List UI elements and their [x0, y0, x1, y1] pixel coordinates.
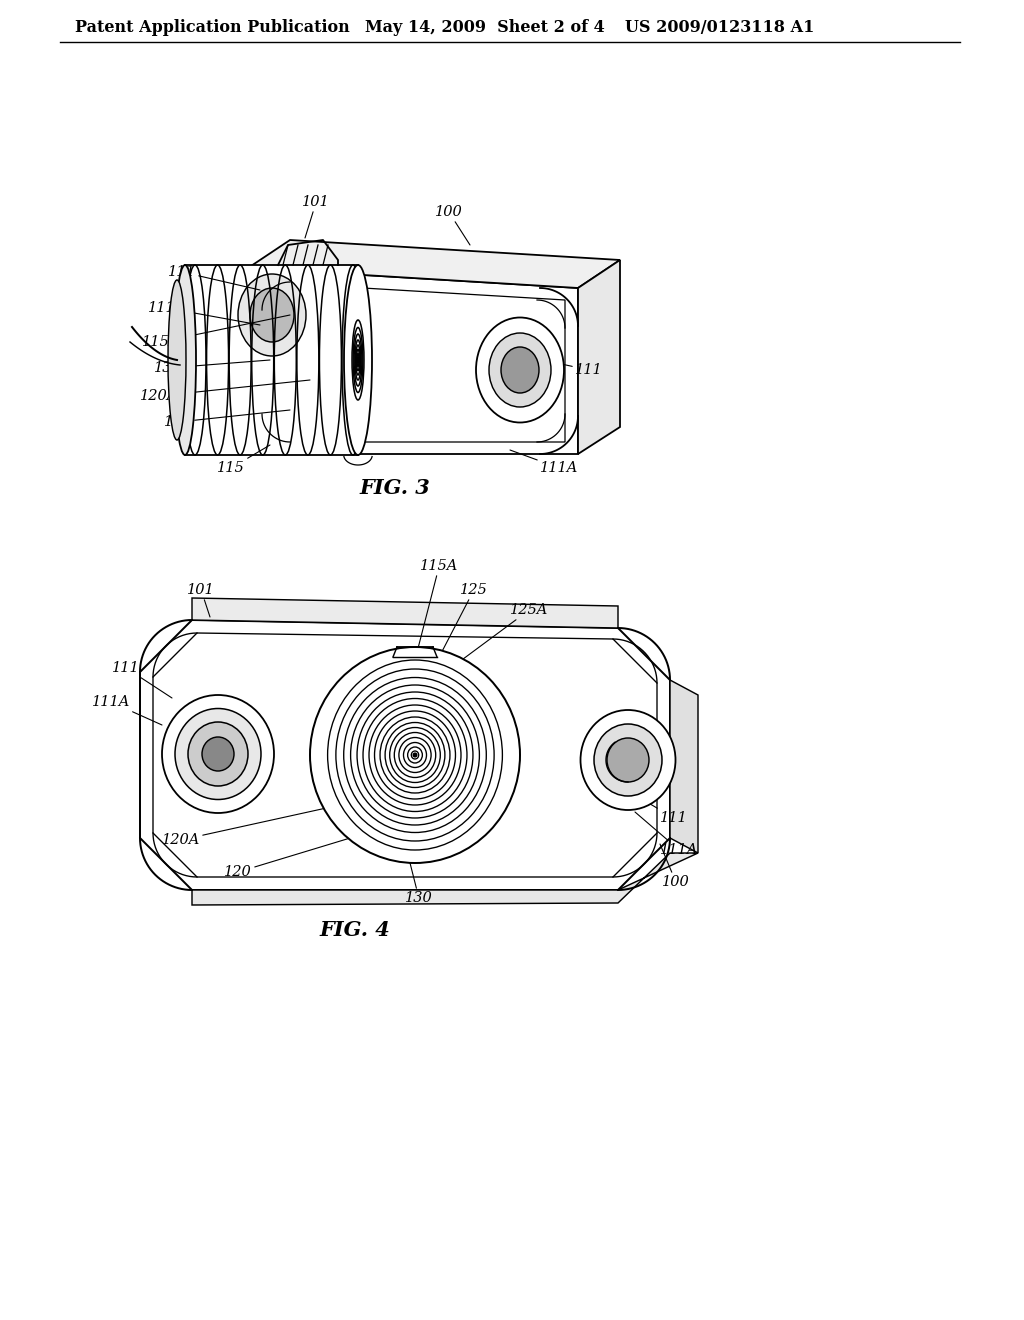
- Text: 130: 130: [155, 360, 270, 375]
- Ellipse shape: [501, 347, 539, 393]
- Text: 111A: 111A: [91, 696, 162, 725]
- Ellipse shape: [607, 738, 649, 781]
- Ellipse shape: [594, 723, 662, 796]
- Text: 111A: 111A: [510, 450, 579, 475]
- Text: 120A: 120A: [139, 380, 310, 403]
- Polygon shape: [140, 620, 670, 890]
- Text: US 2009/0123118 A1: US 2009/0123118 A1: [625, 18, 814, 36]
- Text: 115A: 115A: [415, 558, 459, 660]
- Text: 100: 100: [435, 205, 470, 246]
- Ellipse shape: [476, 318, 564, 422]
- Text: 101: 101: [302, 195, 330, 238]
- Text: 120: 120: [224, 832, 370, 879]
- Ellipse shape: [188, 722, 248, 785]
- Ellipse shape: [413, 752, 418, 758]
- Polygon shape: [248, 268, 578, 454]
- Text: FIG. 3: FIG. 3: [359, 478, 430, 498]
- Text: 125A: 125A: [455, 603, 549, 665]
- Polygon shape: [670, 680, 698, 853]
- Text: 115: 115: [217, 445, 270, 475]
- Ellipse shape: [310, 647, 520, 863]
- Text: 125: 125: [435, 583, 487, 665]
- Text: 115A: 115A: [141, 315, 290, 348]
- Text: 111: 111: [543, 360, 603, 378]
- Text: May 14, 2009  Sheet 2 of 4: May 14, 2009 Sheet 2 of 4: [365, 18, 605, 36]
- Ellipse shape: [162, 696, 274, 813]
- Ellipse shape: [202, 737, 234, 771]
- Ellipse shape: [489, 333, 551, 407]
- Ellipse shape: [581, 710, 676, 810]
- Ellipse shape: [238, 275, 306, 356]
- Text: 111: 111: [168, 265, 260, 290]
- Text: 100: 100: [660, 843, 690, 888]
- Ellipse shape: [168, 280, 186, 440]
- Text: 111: 111: [113, 661, 172, 698]
- Text: FIG. 4: FIG. 4: [319, 920, 390, 940]
- Text: 101: 101: [187, 583, 215, 616]
- Polygon shape: [193, 598, 618, 628]
- Text: 111A: 111A: [147, 301, 260, 325]
- Ellipse shape: [175, 709, 261, 800]
- Text: Patent Application Publication: Patent Application Publication: [75, 18, 350, 36]
- Ellipse shape: [250, 288, 294, 342]
- Polygon shape: [578, 260, 620, 454]
- Polygon shape: [248, 240, 620, 288]
- Polygon shape: [185, 265, 358, 455]
- Text: 120A: 120A: [162, 805, 340, 847]
- Text: 120: 120: [164, 411, 290, 429]
- Text: 111: 111: [618, 785, 688, 825]
- Polygon shape: [193, 853, 698, 906]
- Text: 111A: 111A: [635, 812, 698, 857]
- Ellipse shape: [344, 265, 372, 455]
- Text: 130: 130: [406, 855, 433, 906]
- Ellipse shape: [174, 265, 196, 455]
